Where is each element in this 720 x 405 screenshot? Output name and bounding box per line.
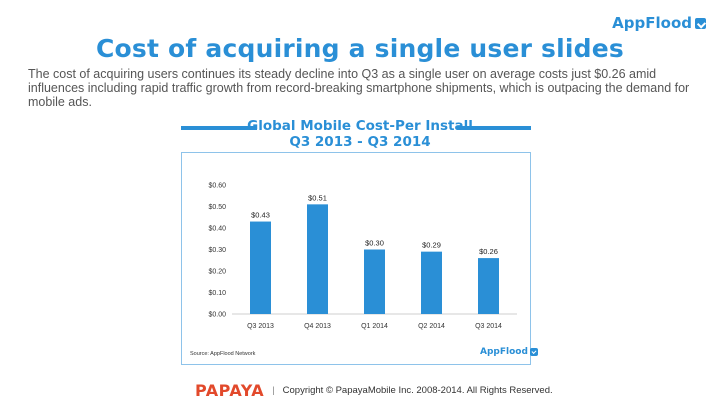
chart-frame: $0.00 $0.10 $0.20 $0.30 $0.40 $0.50 $0.60 $0.43… (181, 152, 531, 365)
slide-title: Cost of acquiring a single user slides (95, 34, 625, 63)
chart-title-rule-right (457, 126, 531, 130)
appflood-logo-icon (695, 17, 706, 29)
x-tick-label: Q3 2014 (475, 323, 502, 330)
appflood-wordmark-small: AppFlood (480, 347, 528, 357)
chart-title-rule-left (181, 126, 257, 130)
bar (478, 258, 499, 314)
copyright-text: Copyright © PapayaMobile Inc. 2008-2014.… (282, 385, 553, 396)
bar-value-label: $0.30 (365, 239, 384, 248)
bar (421, 251, 442, 314)
x-tick-label: Q3 2013 (247, 323, 274, 330)
bar-value-label: $0.43 (251, 211, 270, 220)
y-tick-label: $0.30 (208, 247, 226, 254)
appflood-logo-top: AppFlood (612, 14, 706, 32)
bar (307, 204, 328, 314)
bar-value-label: $0.51 (308, 193, 327, 202)
appflood-small-logo-icon (529, 348, 538, 356)
appflood-wordmark: AppFlood (612, 14, 692, 32)
chart-source: Source: AppFlood Network (190, 351, 256, 357)
chart-subtitle: Q3 2013 - Q3 2014 (289, 134, 431, 150)
x-tick-label: Q4 2013 (304, 323, 331, 330)
chart-title: Global Mobile Cost-Per Install (247, 118, 473, 134)
x-tick-label: Q2 2014 (418, 323, 445, 330)
slide-description: The cost of acquiring users continues it… (28, 67, 690, 109)
papaya-logo: PAPAYA (195, 381, 265, 400)
y-tick-label: $0.10 (208, 290, 226, 297)
footer: PAPAYA | Copyright © PapayaMobile Inc. 2… (195, 381, 553, 400)
bar-value-label: $0.29 (422, 241, 441, 250)
y-tick-label: $0.60 (208, 183, 226, 190)
y-tick-label: $0.00 (208, 312, 226, 319)
chart-title-block: Global Mobile Cost-Per Install Q3 2013 -… (0, 118, 720, 150)
y-tick-label: $0.40 (208, 226, 226, 233)
bar-value-label: $0.26 (479, 247, 498, 256)
appflood-logo-chart: AppFlood (480, 347, 538, 357)
footer-separator: | (272, 385, 275, 396)
cpi-bar-chart: $0.00 $0.10 $0.20 $0.30 $0.40 $0.50 $0.60 $0.43… (208, 183, 517, 330)
x-tick-label: Q1 2014 (361, 323, 388, 330)
bar (364, 249, 385, 314)
y-tick-label: $0.20 (208, 269, 226, 276)
bar (250, 221, 271, 314)
y-tick-label: $0.50 (208, 204, 226, 211)
